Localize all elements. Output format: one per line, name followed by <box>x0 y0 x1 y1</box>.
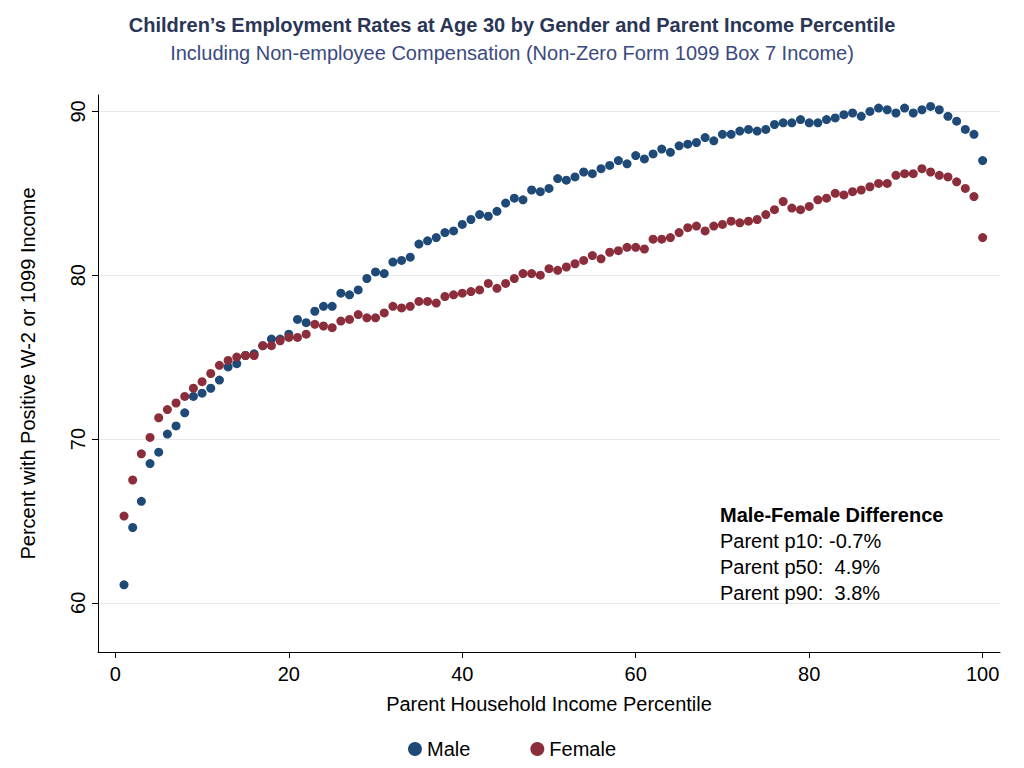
svg-text:Children’s Employment Rates at: Children’s Employment Rates at Age 30 by… <box>129 14 896 36</box>
svg-text:Parent p50: 4.9%: Parent p50: 4.9% <box>720 556 880 578</box>
svg-text:60: 60 <box>67 592 89 614</box>
svg-text:80: 80 <box>67 264 89 286</box>
svg-text:80: 80 <box>798 663 820 685</box>
svg-text:Male: Male <box>427 738 470 760</box>
svg-text:90: 90 <box>67 100 89 122</box>
svg-text:Parent p90: 3.8%: Parent p90: 3.8% <box>720 582 880 604</box>
svg-text:Parent Household Income Percen: Parent Household Income Percentile <box>386 693 712 715</box>
svg-text:Female: Female <box>549 738 616 760</box>
svg-text:Male-Female Difference: Male-Female Difference <box>720 504 943 526</box>
svg-text:20: 20 <box>278 663 300 685</box>
svg-text:0: 0 <box>110 663 121 685</box>
svg-text:Parent p10: -0.7%: Parent p10: -0.7% <box>720 530 881 552</box>
svg-text:40: 40 <box>451 663 473 685</box>
svg-text:100: 100 <box>966 663 999 685</box>
svg-text:Including Non-employee Compens: Including Non-employee Compensation (Non… <box>170 42 854 64</box>
svg-text:Percent with Positive W-2 or 1: Percent with Positive W-2 or 1099 Income <box>17 187 39 559</box>
svg-text:70: 70 <box>67 428 89 450</box>
svg-text:60: 60 <box>625 663 647 685</box>
